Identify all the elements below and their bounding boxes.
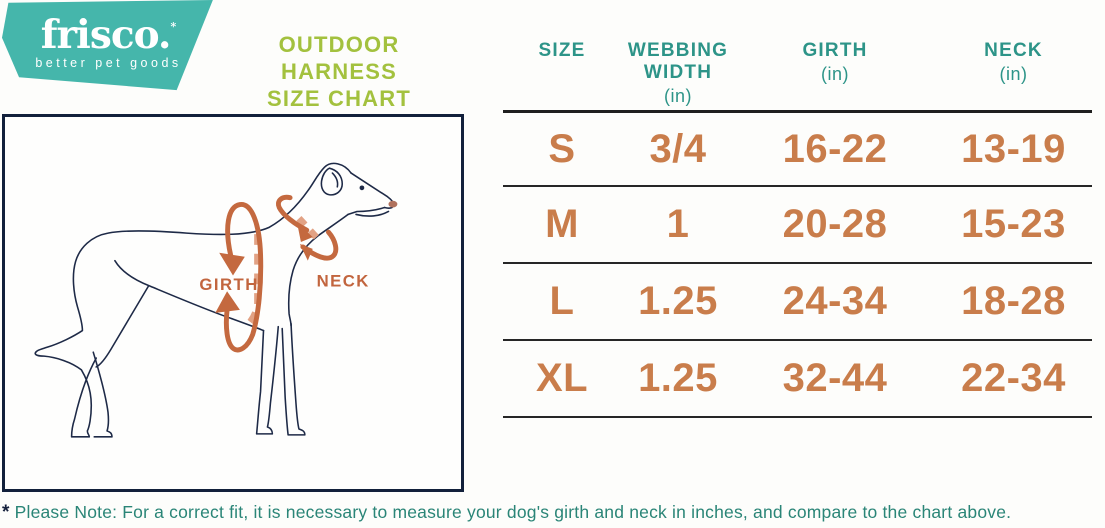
trademark-asterisk: * bbox=[170, 20, 177, 33]
neck-arrowhead-down bbox=[296, 222, 313, 242]
column-unit: (in) bbox=[821, 64, 849, 84]
table-row-xl: XL 1.25 32-44 22-34 bbox=[503, 341, 1092, 418]
cell-neck: 15-23 bbox=[961, 202, 1066, 246]
column-label: SIZE bbox=[538, 40, 586, 61]
girth-arrowhead-up bbox=[215, 291, 240, 313]
brand-name: frisco.* bbox=[2, 6, 213, 58]
column-header-neck: NECK (in) bbox=[935, 0, 1092, 110]
table-row-l: L 1.25 24-34 18-28 bbox=[503, 264, 1092, 341]
size-table: SIZE WEBBING WIDTH (in) GIRTH (in) NECK … bbox=[503, 0, 1092, 418]
column-header-size: SIZE bbox=[503, 0, 621, 110]
footnote-text: Please Note: For a correct fit, it is ne… bbox=[14, 502, 1012, 522]
footnote-asterisk: * bbox=[2, 502, 10, 523]
column-header-webbing-width: WEBBING WIDTH (in) bbox=[621, 0, 735, 110]
cell-neck: 22-34 bbox=[961, 356, 1066, 400]
column-unit: (in) bbox=[999, 64, 1028, 84]
girth-label: GIRTH bbox=[199, 275, 258, 294]
girth-arrowhead-down bbox=[219, 252, 245, 276]
dog-outline-illustration: GIRTH NECK bbox=[34, 162, 398, 438]
cell-webbing-width: 1 bbox=[666, 202, 690, 246]
frisco-logo: frisco.* better pet goods bbox=[2, 0, 213, 91]
cell-girth: 24-34 bbox=[782, 279, 888, 323]
column-header-girth: GIRTH (in) bbox=[735, 0, 935, 110]
brand-wordmark: frisco. bbox=[40, 12, 172, 58]
cell-girth: 16-22 bbox=[782, 126, 888, 171]
brand-tagline: better pet goods bbox=[35, 56, 182, 70]
girth-arrow bbox=[215, 202, 264, 353]
column-label: WEBBING WIDTH bbox=[627, 40, 729, 83]
column-label: NECK bbox=[984, 40, 1043, 61]
cell-neck: 13-19 bbox=[961, 126, 1066, 171]
page-title-line1: OUTDOOR HARNESS bbox=[278, 32, 400, 84]
page-title: OUTDOOR HARNESS SIZE CHART bbox=[228, 31, 450, 112]
cell-size: S bbox=[548, 126, 576, 171]
page-title-line2: SIZE CHART bbox=[267, 86, 411, 111]
cell-size: L bbox=[549, 279, 575, 323]
cell-neck: 18-28 bbox=[961, 279, 1066, 323]
footnote: * Please Note: For a correct fit, it is n… bbox=[2, 502, 1105, 524]
cell-size: M bbox=[545, 202, 579, 246]
dog-body-outline bbox=[34, 162, 395, 438]
cell-size: XL bbox=[535, 356, 589, 400]
neck-arrow bbox=[275, 194, 339, 261]
cell-webbing-width: 1.25 bbox=[638, 356, 718, 400]
dog-nose bbox=[388, 200, 398, 208]
cell-webbing-width: 1.25 bbox=[638, 279, 718, 323]
table-header-row: SIZE WEBBING WIDTH (in) GIRTH (in) NECK … bbox=[503, 0, 1092, 113]
dog-measurement-diagram: GIRTH NECK bbox=[2, 114, 464, 492]
neck-arrowhead-up bbox=[299, 243, 313, 261]
column-unit: (in) bbox=[664, 86, 692, 106]
column-label: GIRTH bbox=[802, 40, 868, 61]
table-row-m: M 1 20-28 15-23 bbox=[503, 187, 1092, 264]
neck-label: NECK bbox=[317, 271, 370, 290]
dog-eye bbox=[359, 185, 365, 191]
cell-girth: 20-28 bbox=[782, 202, 888, 246]
table-row-s: S 3/4 16-22 13-19 bbox=[503, 113, 1092, 187]
cell-girth: 32-44 bbox=[782, 356, 888, 400]
cell-webbing-width: 3/4 bbox=[649, 126, 707, 171]
